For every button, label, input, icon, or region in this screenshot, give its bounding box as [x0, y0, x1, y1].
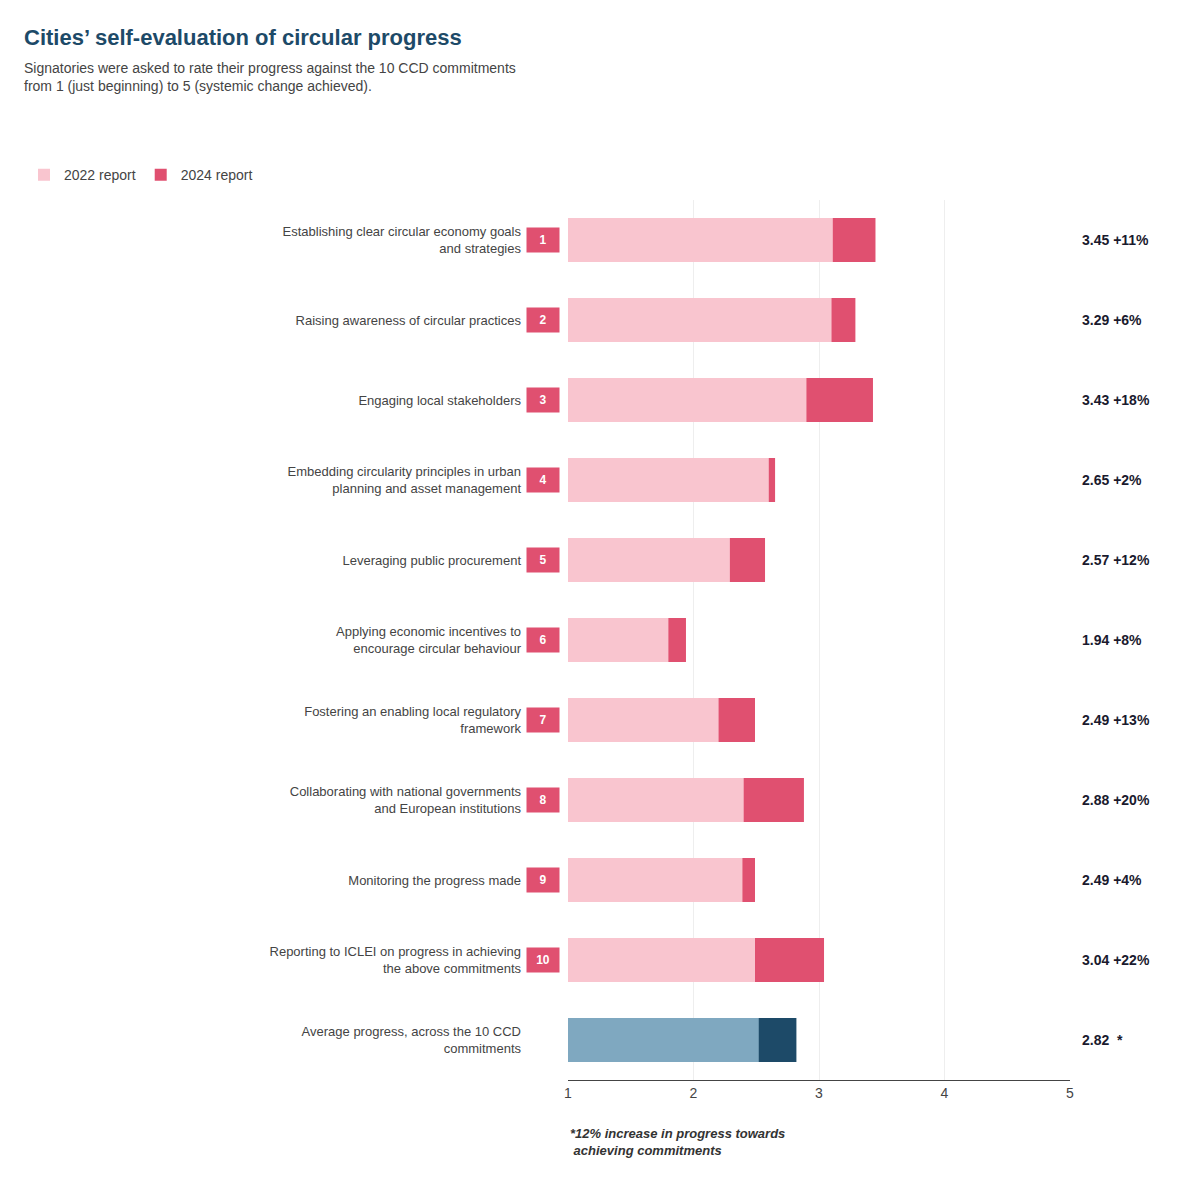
svg-text:2.82 *: 2.82 * [1082, 1032, 1123, 1048]
svg-text:Raising awareness of circular: Raising awareness of circular practices [296, 313, 522, 328]
svg-text:1.94 +8%: 1.94 +8% [1082, 632, 1142, 648]
svg-text:4: 4 [540, 473, 547, 487]
svg-text:3.45 +11%: 3.45 +11% [1082, 232, 1149, 248]
svg-text:7: 7 [540, 713, 547, 727]
svg-text:Average progress, across the 1: Average progress, across the 10 CCDcommi… [302, 1024, 522, 1056]
svg-text:3.29 +6%: 3.29 +6% [1082, 312, 1142, 328]
svg-text:2022 report: 2022 report [64, 167, 136, 183]
svg-text:Embedding circularity principl: Embedding circularity principles in urba… [288, 464, 522, 496]
svg-text:*12% increase in progress towa: *12% increase in progress towards achiev… [570, 1126, 785, 1158]
svg-text:Engaging local stakeholders: Engaging local stakeholders [358, 393, 521, 408]
svg-text:3.04 +22%: 3.04 +22% [1082, 952, 1150, 968]
svg-text:Applying economic incentives t: Applying economic incentives toencourage… [336, 624, 522, 656]
svg-text:Signatories were asked to rate: Signatories were asked to rate their pro… [24, 60, 516, 94]
svg-text:2.49 +4%: 2.49 +4% [1082, 872, 1142, 888]
svg-text:5: 5 [540, 553, 547, 567]
svg-text:3: 3 [815, 1085, 823, 1101]
svg-text:2.88 +20%: 2.88 +20% [1082, 792, 1150, 808]
svg-text:Fostering an enabling local re: Fostering an enabling local regulatoryfr… [304, 704, 521, 736]
svg-text:2: 2 [540, 313, 547, 327]
svg-text:1: 1 [540, 233, 547, 247]
svg-text:Cities’ self-evaluation of cir: Cities’ self-evaluation of circular prog… [24, 25, 462, 50]
svg-text:10: 10 [536, 953, 550, 967]
svg-text:Collaborating with national go: Collaborating with national governmentsa… [290, 784, 522, 816]
svg-text:Establishing clear circular ec: Establishing clear circular economy goal… [283, 224, 522, 256]
svg-text:Monitoring the progress made: Monitoring the progress made [348, 873, 521, 888]
svg-text:2024 report: 2024 report [181, 167, 253, 183]
svg-text:2.65 +2%: 2.65 +2% [1082, 472, 1142, 488]
svg-text:4: 4 [941, 1085, 949, 1101]
svg-text:9: 9 [540, 873, 547, 887]
svg-text:2: 2 [690, 1085, 698, 1101]
svg-text:5: 5 [1066, 1085, 1074, 1101]
svg-text:Reporting to ICLEI on progress: Reporting to ICLEI on progress in achiev… [270, 944, 522, 976]
svg-text:3.43 +18%: 3.43 +18% [1082, 392, 1150, 408]
svg-text:6: 6 [540, 633, 547, 647]
svg-text:2.49 +13%: 2.49 +13% [1082, 712, 1150, 728]
svg-text:3: 3 [540, 393, 547, 407]
svg-text:2.57 +12%: 2.57 +12% [1082, 552, 1150, 568]
svg-text:Leveraging public procurement: Leveraging public procurement [343, 553, 522, 568]
svg-text:8: 8 [540, 793, 547, 807]
svg-text:1: 1 [564, 1085, 572, 1101]
